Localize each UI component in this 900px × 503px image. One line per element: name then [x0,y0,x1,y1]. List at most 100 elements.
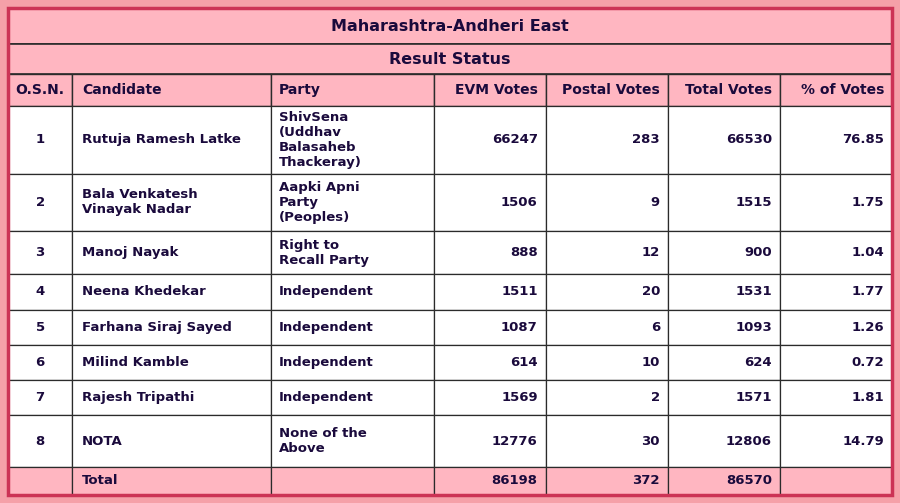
Text: 1.77: 1.77 [851,285,884,298]
Bar [545,467,668,495]
Text: None of the
Above: None of the Above [279,427,366,455]
Text: 614: 614 [510,356,537,369]
Bar [8,231,72,274]
Text: Result Status: Result Status [389,51,511,66]
Text: 1515: 1515 [735,196,772,209]
Bar [434,467,545,495]
Bar [434,415,545,467]
Bar [668,106,780,174]
Bar [72,309,271,345]
Bar [545,174,668,231]
Text: 1511: 1511 [501,285,537,298]
Bar [668,380,780,415]
Bar [271,174,434,231]
Text: 1.26: 1.26 [851,321,884,333]
Text: 30: 30 [642,435,660,448]
Bar [72,380,271,415]
Bar [434,231,545,274]
Text: 76.85: 76.85 [842,133,884,146]
Text: 86570: 86570 [726,474,772,487]
Text: O.S.N.: O.S.N. [15,83,65,97]
Bar [668,309,780,345]
Text: Milind Kamble: Milind Kamble [82,356,189,369]
Text: 6: 6 [651,321,660,333]
Text: Neena Khedekar: Neena Khedekar [82,285,206,298]
Bar [434,74,545,106]
Text: Independent: Independent [279,285,374,298]
Text: 900: 900 [744,246,772,259]
Text: Total Votes: Total Votes [685,83,772,97]
Text: 10: 10 [642,356,660,369]
Bar [434,380,545,415]
Text: % of Votes: % of Votes [801,83,884,97]
Text: Independent: Independent [279,356,374,369]
Text: 624: 624 [744,356,772,369]
Bar [780,174,892,231]
Text: 7: 7 [35,391,45,404]
Bar [545,231,668,274]
Text: 66530: 66530 [725,133,772,146]
Bar [8,106,72,174]
Text: 5: 5 [35,321,45,333]
Bar [545,74,668,106]
Text: Bala Venkatesh
Vinayak Nadar: Bala Venkatesh Vinayak Nadar [82,188,198,216]
Bar [668,74,780,106]
Text: Aapki Apni
Party
(Peoples): Aapki Apni Party (Peoples) [279,181,359,224]
Text: 0.72: 0.72 [851,356,884,369]
Bar [545,274,668,309]
Text: Manoj Nayak: Manoj Nayak [82,246,178,259]
Bar [434,106,545,174]
Text: 14.79: 14.79 [842,435,884,448]
Bar [668,415,780,467]
Bar [668,467,780,495]
Bar [72,74,271,106]
Text: 2: 2 [35,196,45,209]
Text: 3: 3 [35,246,45,259]
Bar [434,174,545,231]
Text: 283: 283 [633,133,660,146]
Bar [8,380,72,415]
Text: 4: 4 [35,285,45,298]
Bar [271,106,434,174]
Text: 1531: 1531 [735,285,772,298]
Bar [780,415,892,467]
Bar [780,467,892,495]
Bar [545,380,668,415]
Text: 1571: 1571 [735,391,772,404]
Bar [780,231,892,274]
Bar [271,415,434,467]
Text: Independent: Independent [279,391,374,404]
Bar [545,309,668,345]
Text: ShivSena
(Uddhav
Balasaheb
Thackeray): ShivSena (Uddhav Balasaheb Thackeray) [279,111,362,169]
Bar [271,309,434,345]
Bar [780,106,892,174]
Text: 888: 888 [510,246,537,259]
Bar [8,174,72,231]
Bar [780,274,892,309]
Text: 8: 8 [35,435,45,448]
Bar [8,44,892,74]
Text: 1093: 1093 [735,321,772,333]
Bar [780,380,892,415]
Bar [72,231,271,274]
Text: Postal Votes: Postal Votes [562,83,660,97]
Bar [72,174,271,231]
Text: 12806: 12806 [726,435,772,448]
Bar [271,467,434,495]
Text: Maharashtra-Andheri East: Maharashtra-Andheri East [331,19,569,34]
Bar [545,106,668,174]
Bar [545,345,668,380]
Bar [780,309,892,345]
Bar [8,309,72,345]
Bar [72,274,271,309]
Bar [72,106,271,174]
Text: Rutuja Ramesh Latke: Rutuja Ramesh Latke [82,133,241,146]
Bar [72,467,271,495]
Text: 20: 20 [642,285,660,298]
Text: 9: 9 [651,196,660,209]
Bar [545,415,668,467]
Text: 1087: 1087 [501,321,537,333]
Text: 1506: 1506 [501,196,537,209]
Text: 12776: 12776 [492,435,537,448]
Bar [8,8,892,44]
